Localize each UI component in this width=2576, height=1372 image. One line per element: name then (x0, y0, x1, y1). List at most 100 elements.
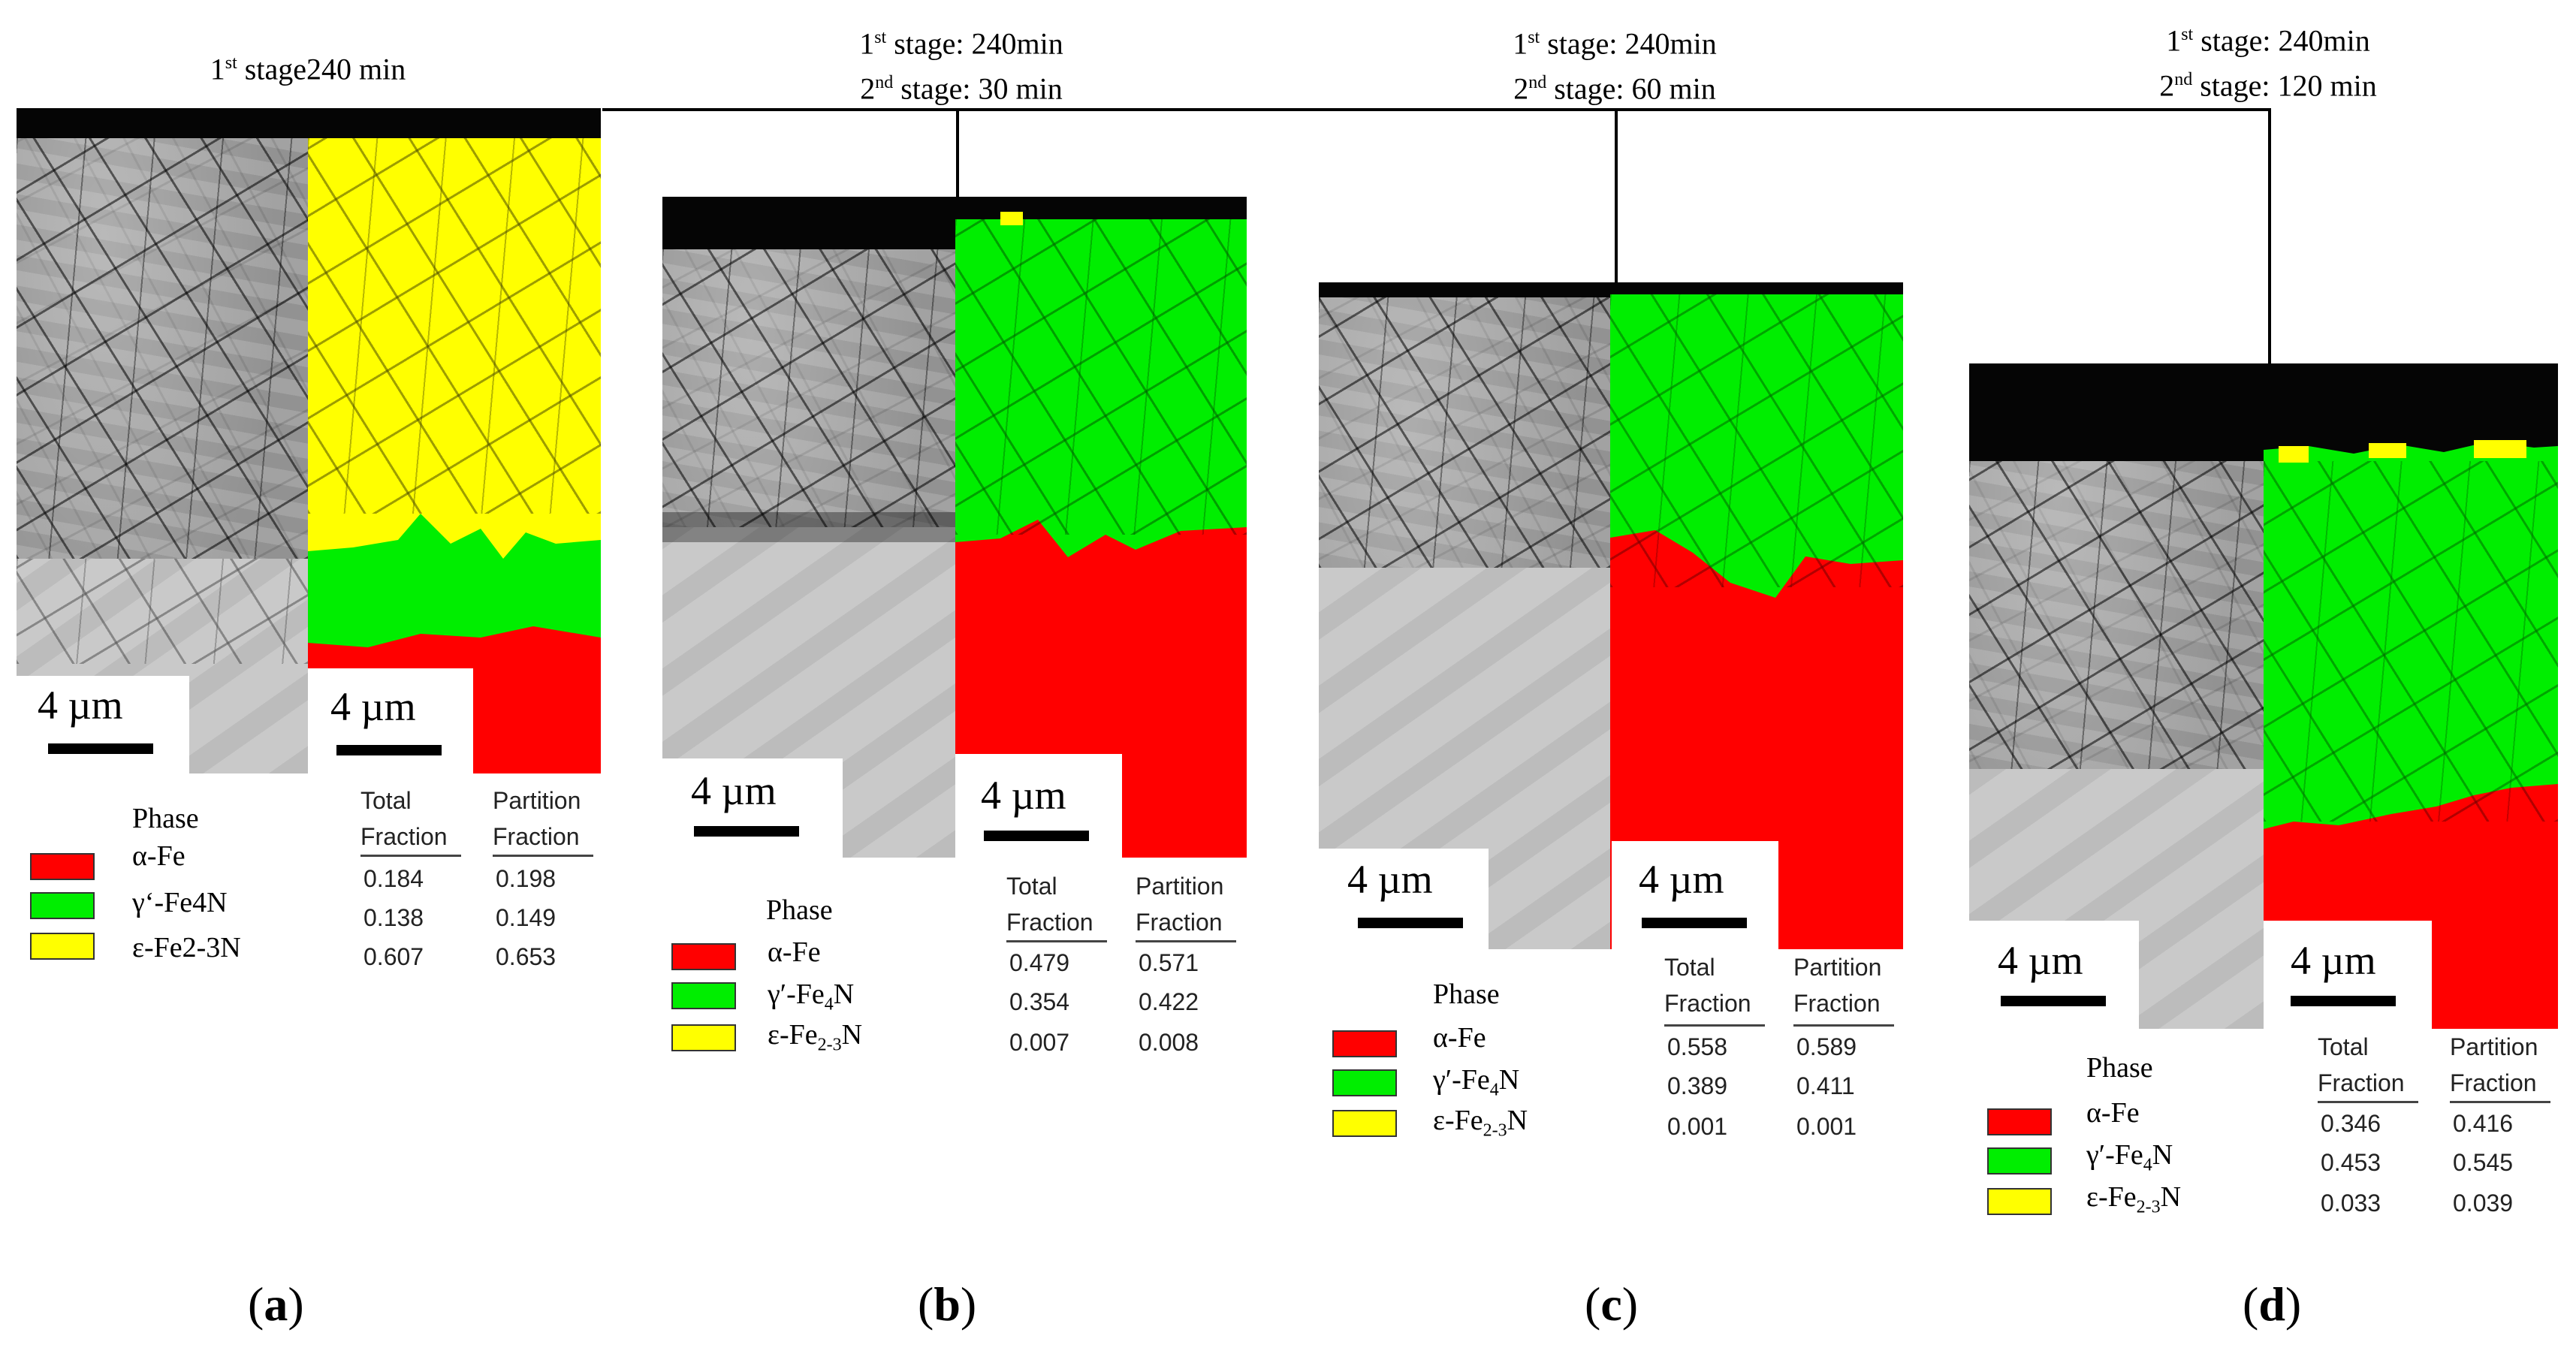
phase-map-a (308, 108, 601, 773)
swatch-epsilon-c (1332, 1110, 1397, 1137)
phase-name-alpha-d: α-Fe (2086, 1097, 2140, 1129)
table-header-partition-d: Partition Fraction (2450, 1033, 2538, 1096)
partition-alpha-a: 0.198 (496, 865, 557, 892)
scale-bar-d-right (2291, 996, 2396, 1006)
partition-epsilon-d: 0.039 (2453, 1190, 2514, 1217)
sem-image-b (662, 197, 955, 858)
scale-bar-b-left (694, 826, 799, 837)
swatch-alpha-d (1987, 1108, 2052, 1135)
stage-header-c: 1st stage: 240min 2nd stage: 60 min (1513, 26, 1717, 106)
scale-label-a-left: 4 µm (38, 683, 123, 728)
micrograph-a (17, 108, 601, 773)
panel-label-c: (c) (1585, 1277, 1639, 1331)
table-header-partition-b: Partition Fraction (1136, 873, 1224, 936)
scale-box-c-right (1612, 841, 1778, 949)
scale-label-d-left: 4 µm (1998, 938, 2083, 983)
scale-bar-b-right (984, 831, 1089, 841)
panel-label-b: (b) (918, 1277, 977, 1331)
swatch-epsilon-a (30, 933, 95, 960)
partition-epsilon-a: 0.653 (496, 943, 557, 970)
partition-epsilon-c: 0.001 (1796, 1113, 1857, 1140)
phase-name-gamma-b: γ′-Fe4N (768, 978, 855, 1015)
phase-name-gamma-a: γ‘-Fe4N (132, 887, 228, 918)
micrograph-d (1969, 363, 2558, 1029)
partition-alpha-b: 0.571 (1139, 949, 1199, 976)
swatch-gamma-d (1987, 1147, 2052, 1174)
phase-map-d (2264, 363, 2558, 1029)
phase-name-gamma-c: γ′-Fe4N (1433, 1064, 1520, 1100)
scale-box-d-right (2264, 921, 2432, 1029)
connector-drop-c (1615, 108, 1618, 282)
legend-title-d: Phase (2086, 1052, 2153, 1084)
legend-title-c: Phase (1433, 978, 1500, 1010)
phase-name-alpha-b: α-Fe (768, 936, 821, 968)
total-gamma-b: 0.354 (1009, 988, 1070, 1015)
table-header-total-d: Total Fraction (2318, 1033, 2405, 1096)
total-gamma-d: 0.453 (2321, 1149, 2381, 1176)
partition-gamma-c: 0.411 (1796, 1072, 1855, 1099)
scale-bar-c-left (1358, 918, 1463, 928)
swatch-alpha-b (671, 943, 736, 970)
scale-bar-d-left (2001, 996, 2106, 1006)
swatch-epsilon-d (1987, 1188, 2052, 1215)
total-gamma-a: 0.138 (363, 904, 424, 931)
connector-horizontal-line (602, 108, 2271, 111)
scale-box-c-left (1319, 849, 1489, 949)
legend-title-a: Phase (132, 803, 199, 834)
partition-gamma-a: 0.149 (496, 904, 557, 931)
phase-name-epsilon-b: ε-Fe2-3N (768, 1019, 863, 1055)
swatch-gamma-c (1332, 1069, 1397, 1096)
swatch-alpha-c (1332, 1030, 1397, 1057)
connector-drop-d (2268, 108, 2271, 363)
phase-name-epsilon-a: ε-Fe2-3N (132, 932, 241, 963)
phase-boundary-d (2264, 363, 2558, 829)
phase-name-epsilon-c: ε-Fe2-3N (1433, 1105, 1528, 1141)
scale-box-a-left (17, 676, 189, 773)
partition-epsilon-b: 0.008 (1139, 1029, 1199, 1056)
scale-bar-a-right (336, 745, 442, 755)
scale-box-b-left (662, 758, 843, 858)
partition-gamma-b: 0.422 (1139, 988, 1199, 1015)
micrograph-b (662, 197, 1247, 858)
total-alpha-c: 0.558 (1667, 1033, 1728, 1060)
scale-label-c-left: 4 µm (1347, 857, 1433, 902)
swatch-gamma-a (30, 892, 95, 919)
phase-map-c (1610, 282, 1903, 949)
table-header-total-c: Total Fraction (1664, 954, 1751, 1017)
scale-bar-c-right (1642, 918, 1747, 928)
sem-image-d (1969, 363, 2264, 1029)
phase-name-gamma-d: γ′-Fe4N (2086, 1139, 2173, 1175)
panel-label-a: (a) (248, 1277, 304, 1331)
total-epsilon-c: 0.001 (1667, 1113, 1728, 1140)
partition-gamma-d: 0.545 (2453, 1149, 2514, 1176)
stage-header-d: 1st stage: 240min 2nd stage: 120 min (2159, 23, 2377, 103)
total-alpha-d: 0.346 (2321, 1110, 2381, 1137)
phase-name-alpha-c: α-Fe (1433, 1022, 1486, 1054)
micrograph-c (1319, 282, 1903, 949)
phase-name-epsilon-d: ε-Fe2-3N (2086, 1181, 2182, 1217)
table-header-total-a: Total Fraction (360, 787, 448, 850)
total-alpha-b: 0.479 (1009, 949, 1070, 976)
total-alpha-a: 0.184 (363, 865, 424, 892)
phase-boundary-b (955, 197, 1247, 557)
swatch-gamma-b (671, 982, 736, 1009)
table-header-total-b: Total Fraction (1006, 873, 1093, 936)
scale-label-a-right: 4 µm (330, 684, 416, 729)
swatch-alpha-a (30, 853, 95, 880)
partition-alpha-d: 0.416 (2453, 1110, 2514, 1137)
sem-image-a (17, 108, 308, 773)
scale-box-a-right (308, 668, 473, 773)
scale-label-b-right: 4 µm (981, 773, 1066, 818)
scale-label-d-right: 4 µm (2291, 938, 2376, 983)
stage-header-b: 1st stage: 240min 2nd stage: 30 min (859, 26, 1063, 106)
total-epsilon-a: 0.607 (363, 943, 424, 970)
panel-label-d: (d) (2243, 1277, 2302, 1331)
table-header-partition-c: Partition Fraction (1793, 954, 1882, 1017)
scale-label-c-right: 4 µm (1639, 857, 1724, 902)
total-epsilon-d: 0.033 (2321, 1190, 2381, 1217)
scale-label-b-left: 4 µm (691, 768, 777, 813)
legend-title-b: Phase (766, 894, 833, 926)
stage-header-a: 1st stage240 min (210, 52, 406, 86)
table-header-partition-a: Partition Fraction (493, 787, 581, 850)
phase-boundary-c (1610, 282, 1903, 598)
